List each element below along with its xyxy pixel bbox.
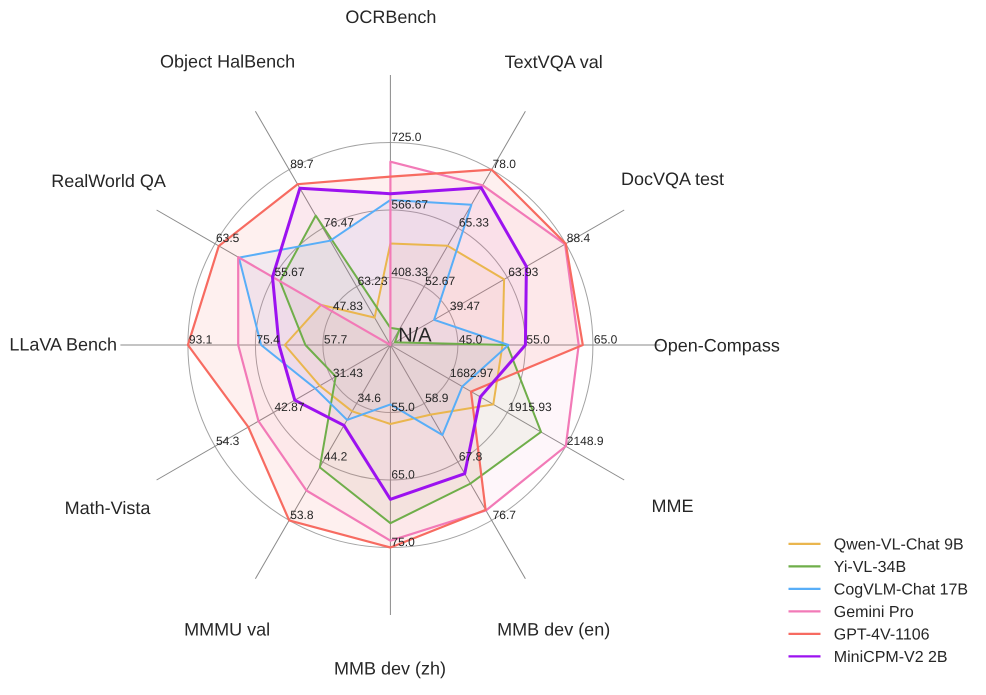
svg-text:52.67: 52.67 xyxy=(425,274,455,288)
svg-text:76.7: 76.7 xyxy=(493,508,517,522)
svg-text:OCRBench: OCRBench xyxy=(345,7,436,27)
svg-text:65.33: 65.33 xyxy=(459,216,489,230)
svg-text:408.33: 408.33 xyxy=(391,265,428,279)
svg-text:88.4: 88.4 xyxy=(567,231,591,245)
svg-text:93.1: 93.1 xyxy=(189,333,213,347)
svg-text:65.0: 65.0 xyxy=(391,468,415,482)
svg-text:CogVLM-Chat 17B: CogVLM-Chat 17B xyxy=(834,582,968,599)
svg-text:45.0: 45.0 xyxy=(459,333,483,347)
svg-text:44.2: 44.2 xyxy=(324,449,348,463)
svg-text:55.67: 55.67 xyxy=(275,265,305,279)
svg-text:34.6: 34.6 xyxy=(358,391,382,405)
svg-text:Gemini Pro: Gemini Pro xyxy=(834,604,914,621)
svg-text:Open-Compass: Open-Compass xyxy=(654,335,780,355)
svg-text:53.8: 53.8 xyxy=(290,508,314,522)
svg-text:DocVQA test: DocVQA test xyxy=(621,169,724,189)
svg-text:89.7: 89.7 xyxy=(290,157,314,171)
svg-text:566.67: 566.67 xyxy=(391,198,428,212)
svg-text:63.5: 63.5 xyxy=(216,231,240,245)
svg-text:31.43: 31.43 xyxy=(333,366,363,380)
svg-text:55.0: 55.0 xyxy=(391,400,415,414)
svg-text:MMMU val: MMMU val xyxy=(184,619,270,639)
svg-text:57.7: 57.7 xyxy=(324,333,348,347)
svg-text:54.3: 54.3 xyxy=(216,434,240,448)
svg-text:55.0: 55.0 xyxy=(526,333,550,347)
svg-text:MME: MME xyxy=(652,496,694,516)
svg-text:MMB dev (zh): MMB dev (zh) xyxy=(334,659,446,679)
svg-text:58.9: 58.9 xyxy=(425,391,449,405)
svg-text:Math-Vista: Math-Vista xyxy=(65,498,152,518)
svg-text:47.83: 47.83 xyxy=(333,299,363,313)
svg-text:N/A: N/A xyxy=(398,325,432,347)
svg-text:75.4: 75.4 xyxy=(256,333,280,347)
svg-text:67.8: 67.8 xyxy=(459,449,483,463)
svg-text:1682.97: 1682.97 xyxy=(450,366,494,380)
svg-text:2148.9: 2148.9 xyxy=(567,434,604,448)
svg-text:MiniCPM-V2 2B: MiniCPM-V2 2B xyxy=(834,649,948,666)
svg-text:TextVQA val: TextVQA val xyxy=(505,52,603,72)
svg-text:63.23: 63.23 xyxy=(358,274,388,288)
svg-text:LLaVA Bench: LLaVA Bench xyxy=(9,335,117,355)
svg-text:42.87: 42.87 xyxy=(275,400,305,414)
svg-text:GPT-4V-1106: GPT-4V-1106 xyxy=(834,627,930,644)
svg-text:MMB dev (en): MMB dev (en) xyxy=(497,619,610,639)
svg-text:725.0: 725.0 xyxy=(391,130,421,144)
svg-text:65.0: 65.0 xyxy=(594,333,618,347)
svg-text:Qwen-VL-Chat 9B: Qwen-VL-Chat 9B xyxy=(834,537,964,554)
svg-text:78.0: 78.0 xyxy=(493,157,517,171)
svg-text:75.0: 75.0 xyxy=(391,535,415,549)
svg-text:76.47: 76.47 xyxy=(324,216,354,230)
svg-text:RealWorld QA: RealWorld QA xyxy=(51,171,166,191)
svg-text:39.47: 39.47 xyxy=(450,299,480,313)
svg-text:1915.93: 1915.93 xyxy=(508,400,552,414)
svg-text:Yi-VL-34B: Yi-VL-34B xyxy=(834,559,906,576)
svg-text:Object HalBench: Object HalBench xyxy=(160,52,295,72)
svg-text:63.93: 63.93 xyxy=(508,265,538,279)
